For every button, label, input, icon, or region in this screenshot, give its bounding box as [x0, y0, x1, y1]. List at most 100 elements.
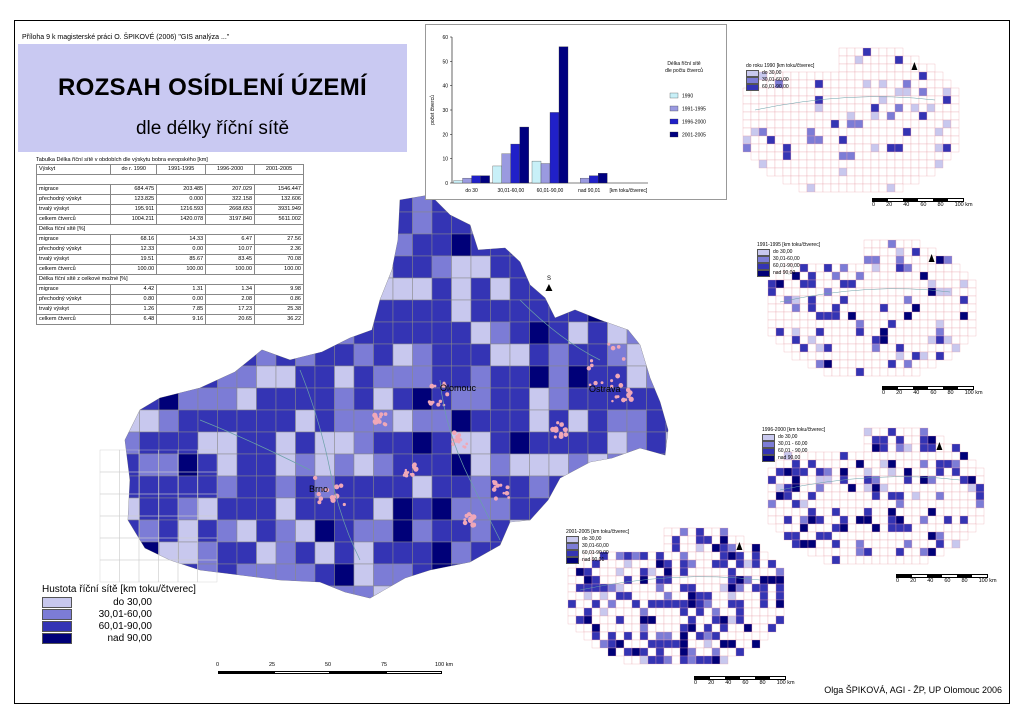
grid-cell — [314, 563, 335, 587]
minimap-cell — [743, 583, 753, 593]
minimap-cell — [935, 467, 945, 477]
map-subtitle: dle délky říční sítě — [135, 118, 290, 139]
grid-cell — [334, 563, 355, 587]
grid-cell — [197, 387, 218, 411]
minimap-cell — [926, 111, 936, 121]
minimap-cell — [886, 55, 896, 65]
minimap-cell — [623, 575, 633, 585]
minimap-cell — [943, 491, 953, 501]
grid-cell — [217, 585, 238, 598]
legend-label: 60,01 - 90,00 — [778, 447, 808, 454]
minimap-cell — [838, 183, 848, 193]
table-cell: 1216.593 — [156, 204, 207, 215]
minimap-cell — [910, 71, 920, 81]
minimap-cell — [887, 247, 897, 257]
minimap-cell — [711, 567, 721, 577]
minimap-cell — [807, 507, 817, 517]
y-tick-label: 20 — [442, 132, 448, 138]
minimap-title: do roku 1990 [km toku/čtverec] — [746, 63, 815, 69]
urban-area — [499, 483, 503, 487]
minimap-cell — [887, 443, 897, 453]
minimap-cell — [807, 475, 817, 485]
grid-cell — [178, 563, 199, 587]
minimap-cell — [743, 615, 753, 625]
minimap-cell — [679, 527, 689, 537]
minimap-cell — [903, 359, 913, 369]
minimap-cell — [942, 95, 952, 105]
minimap-cell — [655, 607, 665, 617]
legend-swatch — [566, 542, 579, 550]
urban-area — [610, 379, 614, 383]
y-tick-label: 40 — [442, 84, 448, 90]
minimap-cell — [950, 111, 960, 121]
grid-cell — [529, 365, 550, 389]
minimap-cell — [583, 575, 593, 585]
minimap-cell — [679, 655, 689, 665]
minimap-cell — [807, 491, 817, 501]
minimap-cell — [775, 335, 785, 345]
minimap-cell — [799, 335, 809, 345]
minimap-cell — [575, 567, 585, 577]
minimap-cell — [767, 607, 777, 617]
minimap-cell — [943, 303, 953, 313]
minimap-cell — [846, 119, 856, 129]
grid-cell — [373, 211, 394, 235]
minimap-cell — [855, 335, 865, 345]
grid-cell — [158, 563, 179, 587]
minimap-cell — [887, 359, 897, 369]
grid-cell — [646, 211, 667, 235]
minimap-cell — [887, 515, 897, 525]
minimap-cell — [766, 111, 776, 121]
minimap-cell — [695, 575, 705, 585]
grid-cell — [275, 497, 296, 521]
minimap-cell — [854, 143, 864, 153]
minimap-cell — [775, 615, 785, 625]
legend-swatch — [762, 447, 775, 455]
legend-item: 30,01-60,00 — [746, 76, 814, 84]
minimap-cell — [887, 303, 897, 313]
grid-cell — [353, 431, 374, 455]
minimap-cell — [854, 175, 864, 185]
minimap-cell — [887, 435, 897, 445]
minimap-cell — [759, 559, 769, 569]
table-cell: 0.86 — [254, 294, 304, 305]
minimap-1 — [767, 239, 977, 377]
legend-item: do 30,00 — [42, 596, 196, 608]
minimap-cell — [951, 279, 961, 289]
minimap-cell — [847, 263, 857, 273]
legend-swatch — [42, 620, 72, 632]
minimap-cell — [831, 547, 841, 557]
grid-cell — [125, 453, 140, 477]
minimap-cell — [878, 167, 888, 177]
minimap-cell — [830, 143, 840, 153]
scale-tick: 0 — [872, 202, 876, 208]
grid-cell — [626, 519, 647, 543]
grid-cell — [314, 321, 335, 345]
table-cell: přechodný výskyt — [35, 194, 112, 205]
urban-area — [436, 402, 441, 407]
minimap-cell — [975, 507, 985, 517]
minimap-cell — [918, 71, 928, 81]
minimap-cell — [751, 543, 761, 553]
minimap-cell — [727, 551, 737, 561]
urban-area — [338, 483, 344, 488]
table-cell: 17.23 — [205, 304, 256, 315]
grid-cell — [334, 299, 355, 323]
urban-area — [624, 398, 628, 401]
minimap-cell — [855, 343, 865, 353]
bar-chart: 0 10 20 30 40 50 60 počet čtverců do 30 30,01-60,… — [425, 24, 727, 200]
minimap-cell — [967, 515, 977, 525]
minimap-cell — [887, 499, 897, 509]
grid-cell — [334, 541, 355, 565]
minimap-cell — [823, 555, 833, 565]
scale-tick: 50 — [325, 662, 332, 668]
grid-cell — [353, 387, 374, 411]
minimap-cell — [742, 95, 752, 105]
minimap-cell — [863, 491, 873, 501]
minimap-cell — [814, 167, 824, 177]
minimap-cell — [775, 591, 785, 601]
grid-cell — [451, 453, 472, 477]
scale-tick: 100 km — [978, 578, 997, 584]
minimap-cell — [639, 631, 649, 641]
urban-area — [588, 383, 592, 387]
